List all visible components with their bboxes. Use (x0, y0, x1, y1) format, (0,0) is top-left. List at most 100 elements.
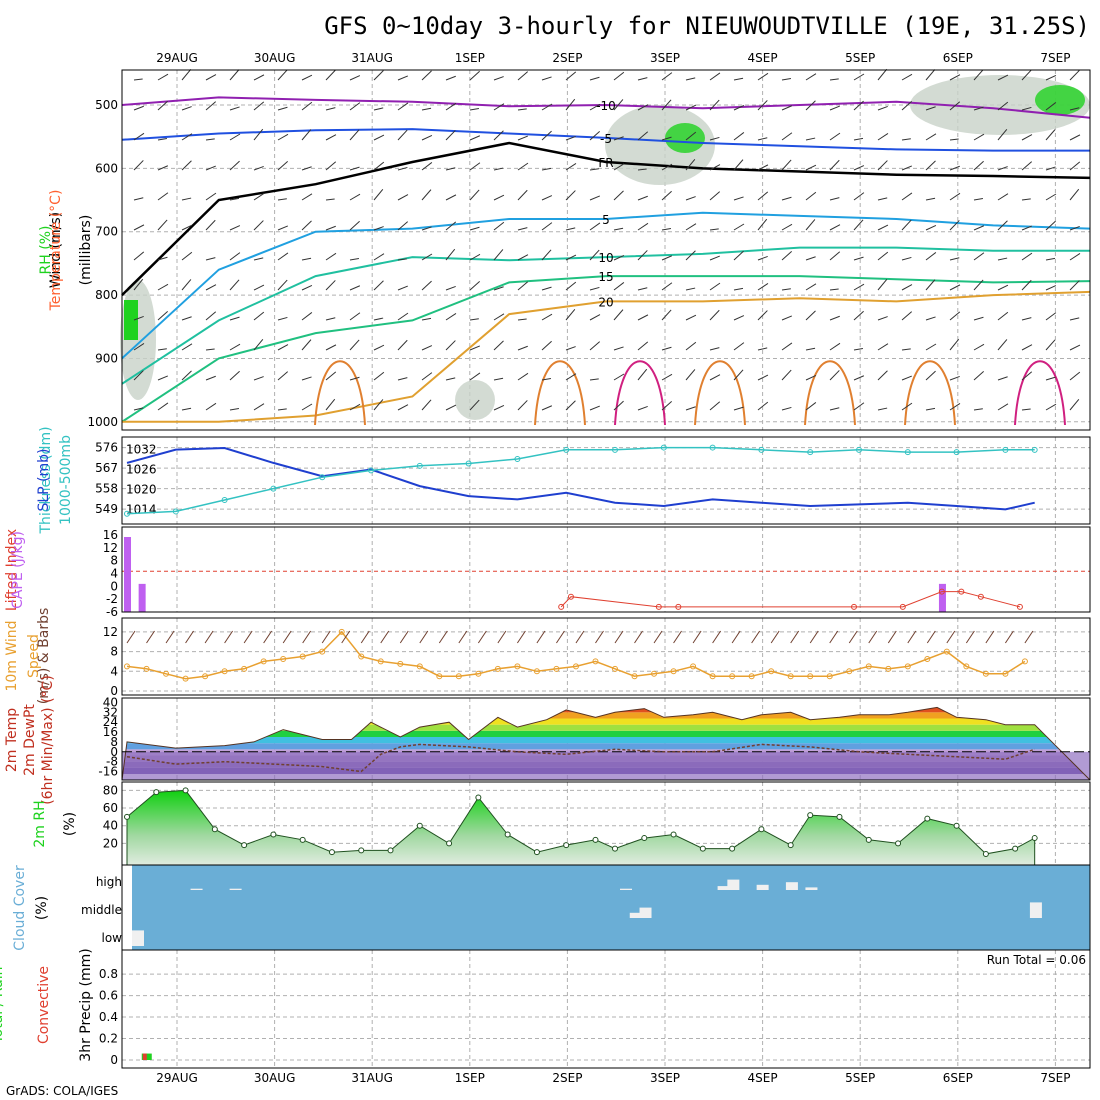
wind-barb (477, 630, 487, 644)
rh-point (953, 822, 960, 829)
rh-point (328, 849, 335, 856)
wind-barb (829, 407, 840, 411)
wind-speed-point (885, 665, 892, 672)
wind-barb (205, 311, 217, 321)
wind-speed-point (299, 653, 306, 660)
thickness-point (709, 444, 716, 451)
wind-barb (277, 344, 289, 351)
wind-barb (757, 310, 768, 321)
y-tick-label: 700 (95, 225, 118, 239)
wind-barb (349, 193, 361, 201)
rh-point (982, 850, 989, 857)
wind-speed-point (572, 663, 579, 670)
wind-barb (229, 408, 239, 411)
wind-barb (709, 136, 720, 141)
y-tick-label: 0.4 (99, 1010, 118, 1024)
wind-barb (1069, 253, 1081, 261)
y-tick-label: 20 (103, 836, 118, 850)
wind-barb (565, 400, 576, 411)
date-label-bottom: 6SEP (943, 1071, 973, 1085)
wind-barb (853, 348, 863, 351)
wind-barb (925, 133, 937, 141)
wind-barb (205, 375, 216, 381)
isotherm-warm (694, 360, 746, 426)
panel-label: Cloud Cover (12, 865, 28, 951)
wind-speed-point (397, 660, 404, 667)
wind-barb (157, 348, 167, 351)
date-label-top: 31AUG (351, 51, 393, 65)
wind-barb (541, 340, 552, 351)
thickness-point (514, 455, 521, 462)
wind-barb (253, 220, 264, 231)
temp-band (122, 700, 1090, 706)
wind-barb (302, 630, 312, 644)
cloud-bar-high (727, 879, 740, 890)
cape-bar (938, 583, 946, 612)
wind-speed-point (358, 653, 365, 660)
date-label-bottom: 31AUG (351, 1071, 393, 1085)
wind-speed-point (807, 673, 814, 680)
wind-barb (469, 318, 479, 321)
wind-barb (301, 74, 313, 81)
y-tick-label: -6 (106, 605, 118, 619)
wind-barb (493, 221, 505, 231)
rh-point (563, 842, 570, 849)
isotherm-label: 10 (598, 251, 613, 265)
wind-barb (469, 226, 480, 231)
wind-speed-point (670, 668, 677, 675)
wind-barb (349, 129, 360, 141)
wind-barb (133, 160, 144, 171)
wind-barb (877, 316, 888, 321)
wind-barb (325, 371, 337, 381)
thickness-point (904, 449, 911, 456)
y-tick-label: 0.6 (99, 989, 118, 1003)
wind-barb (373, 317, 384, 321)
wind-barb (181, 343, 193, 351)
wind-barb (565, 163, 577, 171)
wind-barb (301, 193, 313, 201)
wind-barb (589, 76, 600, 81)
y-tick-label: 4 (110, 664, 118, 678)
wind-barb (1045, 376, 1056, 381)
wind-barb (781, 78, 791, 81)
wind-barb (589, 131, 600, 141)
wind-barb (325, 134, 337, 141)
wind-barb (445, 221, 457, 231)
y-tick-label: 800 (95, 288, 118, 302)
wind-barb (949, 74, 961, 81)
wind-barb (325, 280, 336, 291)
y-tick-label: 1020 (126, 482, 157, 496)
wind-barb (341, 630, 351, 644)
y-tick-label: 8 (110, 735, 118, 749)
wind-barb (805, 191, 817, 201)
wind-barb (325, 161, 337, 171)
wind-barb (949, 101, 961, 111)
wind-speed-point (143, 665, 150, 672)
rh-point (358, 847, 365, 854)
wind-barb (397, 258, 407, 261)
y-tick-label: -16 (98, 765, 118, 779)
wind-barb (949, 375, 960, 381)
wind-barb (541, 130, 552, 141)
wind-barb (613, 400, 624, 411)
wind-barb (997, 166, 1008, 171)
wind-barb (770, 630, 780, 644)
wind-barb (157, 192, 169, 201)
wind-barb (373, 188, 384, 201)
wind-barb (253, 74, 265, 81)
wind-barb (516, 630, 526, 644)
rh-shade (455, 380, 495, 420)
wind-barb (926, 630, 936, 644)
wind-barb (349, 312, 361, 321)
rh-point (729, 845, 736, 852)
wind-barb (709, 309, 720, 321)
wind-barb (380, 630, 390, 644)
isotherm-warm (534, 360, 586, 426)
wind-speed-line (126, 630, 1026, 680)
wind-barb (541, 76, 552, 81)
wind-barb (757, 255, 768, 261)
wind-speed-point (612, 665, 618, 672)
wind-barb (517, 135, 528, 141)
wind-barb (253, 311, 265, 321)
rh-point (241, 842, 248, 849)
